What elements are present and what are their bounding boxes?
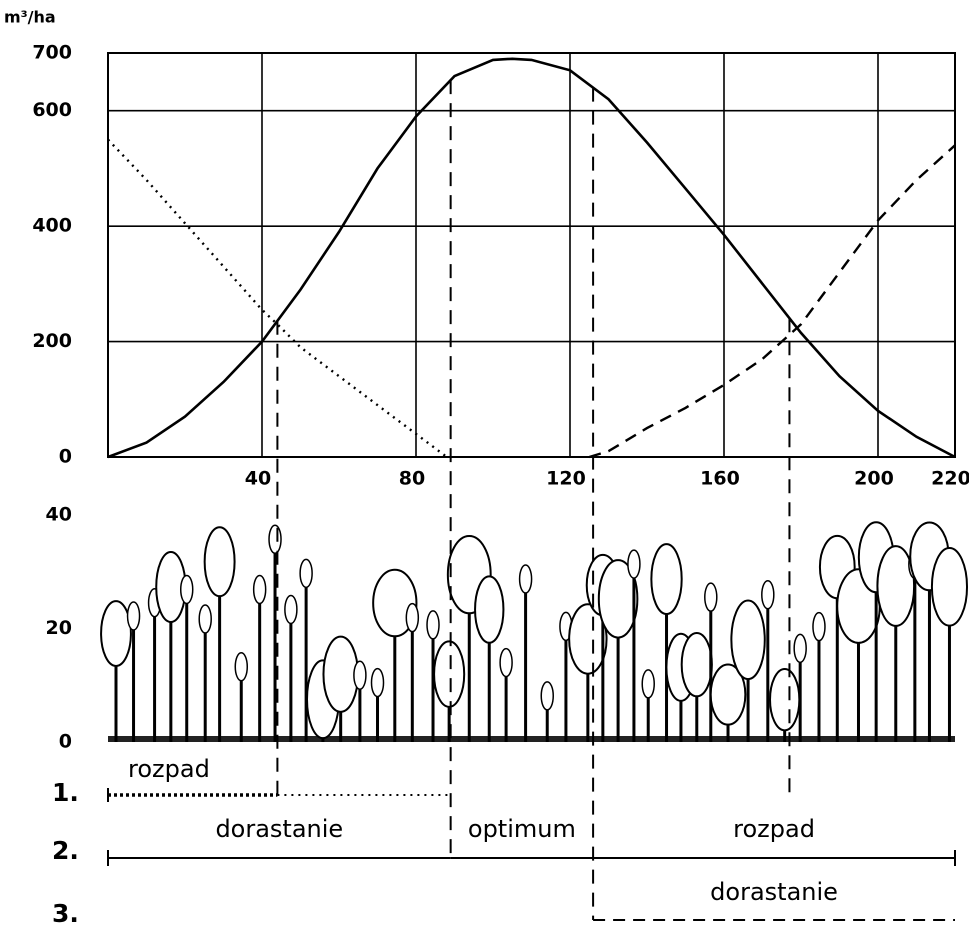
tree-crown [126,601,141,631]
tree-crown [540,681,554,711]
x-tick-label: 40 [245,468,271,490]
tree-crown [812,611,826,642]
x-tick-label: 220 [931,468,969,490]
y-tick-label: 40 [46,504,72,526]
tree-crown [353,660,367,690]
phase-label: dorastanie [710,878,838,906]
tree-crown [203,526,236,598]
y-tick-label: 20 [46,617,72,639]
tree-crown [627,549,641,579]
x-tick-label: 200 [854,468,894,490]
tree-crown [179,574,194,605]
data-line [107,138,448,458]
ground [108,736,955,742]
y-tick-label: 0 [59,446,72,468]
x-tick-label: 160 [700,468,740,490]
tree-crown [769,667,801,732]
phase-label: rozpad [128,755,210,783]
tree-crown [252,574,267,605]
tree-crown [518,564,533,594]
tree-crown [299,558,313,589]
phase-label: dorastanie [215,815,343,843]
tree-crown [930,546,969,627]
tree-crown [730,599,766,681]
row-label: 2. [52,836,79,865]
tree-crown [322,635,359,713]
tree-crown [100,600,132,667]
phase-label: rozpad [733,815,815,843]
tree-crown [433,640,466,708]
tree-crown [876,545,916,627]
y-tick-label: 700 [32,42,72,64]
forest [100,521,969,742]
tree-crown [568,603,608,675]
y-tick-label: 600 [32,99,72,121]
x-tick-label: 120 [546,468,586,490]
tree-crown [709,663,747,726]
tree-crown [641,669,655,699]
tree-crown [426,610,440,640]
y-tick-label: 400 [32,215,72,237]
tree-crown [284,594,298,625]
tree-crown [405,602,420,633]
phase-label: optimum [468,815,576,843]
y-tick-label: 200 [32,330,72,352]
tree-crown [474,575,505,644]
tree-crown [704,582,718,612]
tree-crown [793,633,807,664]
data-line [107,57,956,459]
tree-crown [499,647,513,678]
tree-crown [650,543,683,616]
tree-crown [268,524,282,555]
row-label: 3. [52,899,79,928]
tree-crown [198,604,212,634]
data-line [588,144,956,459]
y-axis-label: m³/ha [4,8,56,27]
tree-crown [234,651,249,682]
tree-crown [597,559,639,639]
x-tick-label: 80 [399,468,425,490]
row-label: 1. [52,778,79,807]
plot-frame [107,52,956,458]
tree-crown [761,579,775,610]
y-tick-label: 0 [59,731,72,753]
tree-crown [370,667,385,698]
tree-crown [680,631,713,698]
